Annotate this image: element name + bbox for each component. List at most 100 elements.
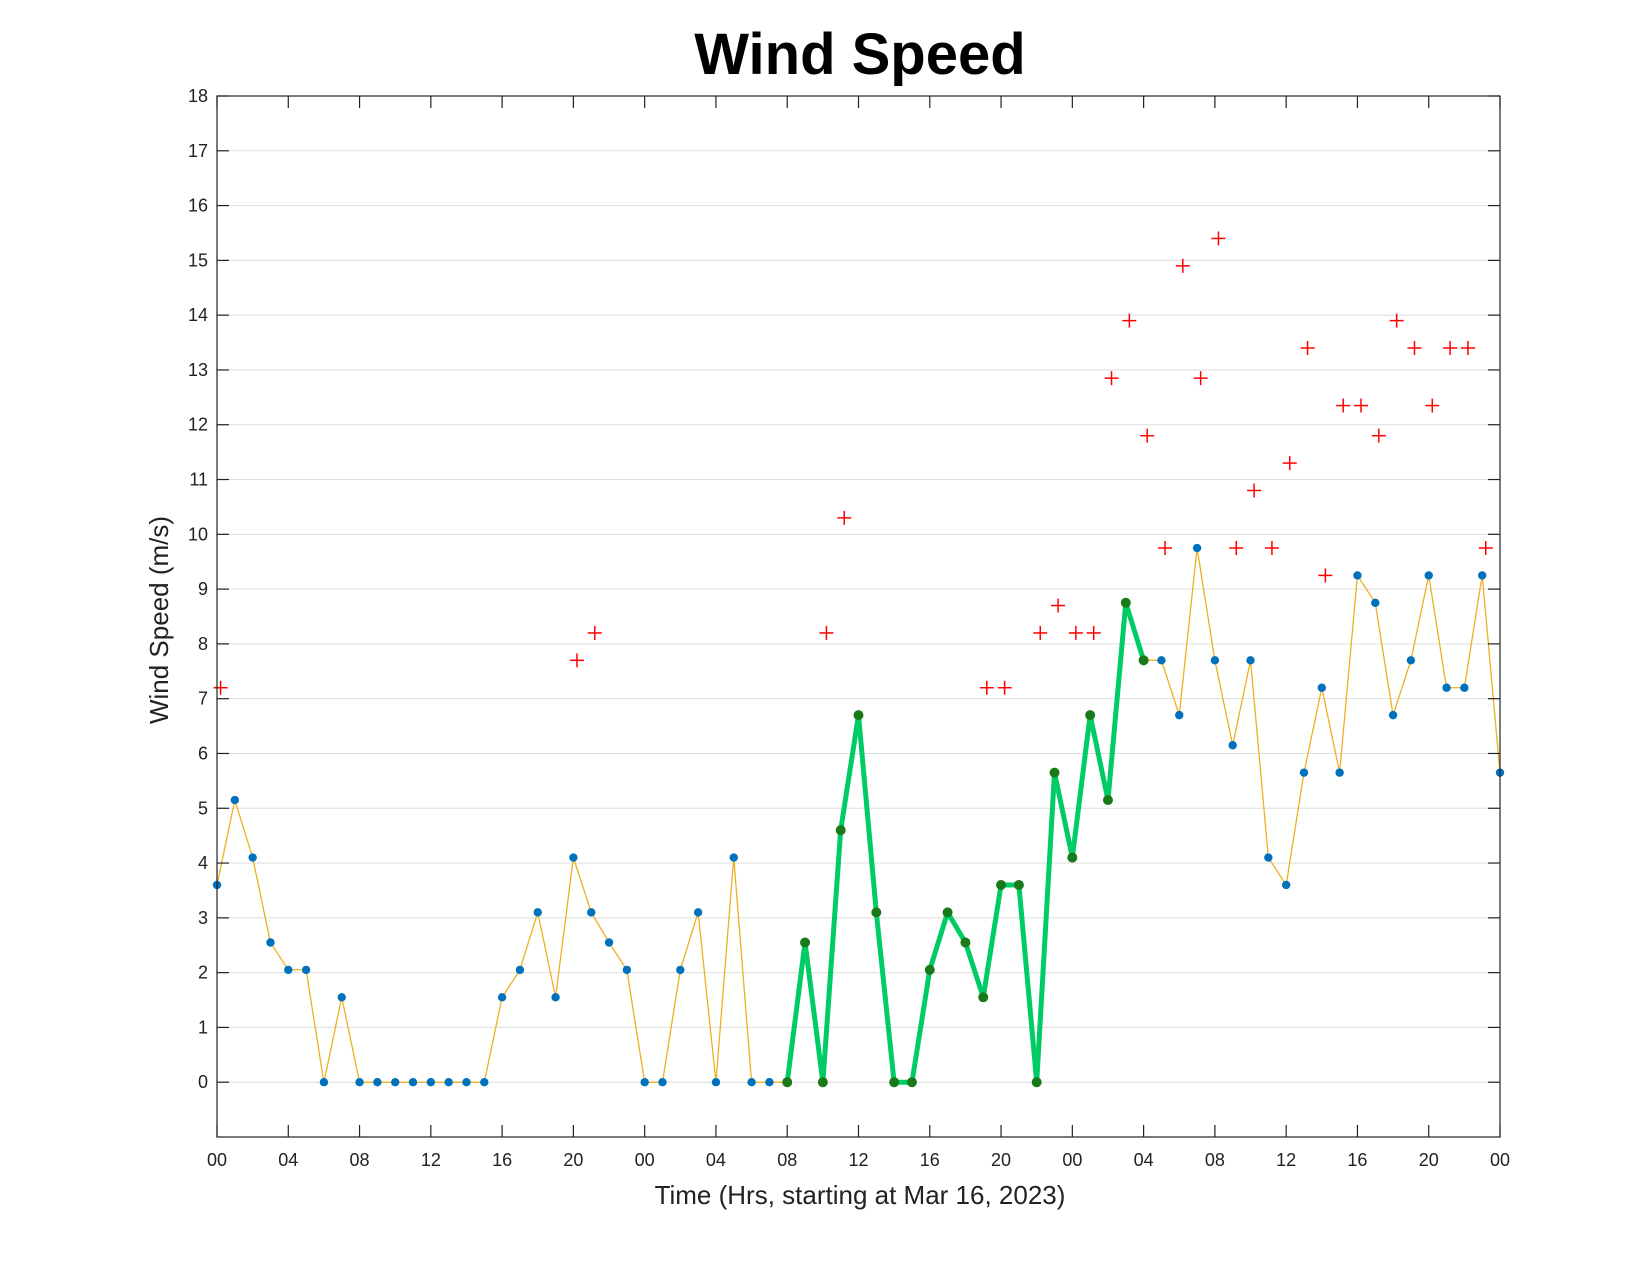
highlight-point (782, 1077, 793, 1088)
y-tick-label: 0 (198, 1072, 208, 1092)
gust-marker (1300, 341, 1315, 356)
highlight-point (1031, 1077, 1042, 1088)
main-series (212, 543, 1505, 1087)
data-point (1477, 571, 1487, 580)
gust-marker (1068, 625, 1083, 640)
data-point (1228, 741, 1237, 750)
data-point (533, 908, 542, 917)
gust-marker (213, 680, 228, 695)
y-tick-label: 8 (198, 634, 208, 654)
gust-marker (819, 625, 834, 640)
y-tick-label: 15 (188, 250, 208, 270)
x-tick-label: 04 (706, 1150, 726, 1170)
x-tick-label: 20 (991, 1150, 1011, 1170)
highlight-point (853, 710, 864, 721)
data-point (1353, 571, 1362, 580)
y-tick-label: 18 (188, 86, 208, 106)
data-point (480, 1078, 489, 1087)
data-point (497, 993, 507, 1002)
gust-marker (1033, 625, 1048, 640)
data-point (1406, 656, 1416, 665)
x-tick-label: 04 (1134, 1150, 1154, 1170)
data-point (551, 993, 560, 1002)
data-point (373, 1078, 382, 1087)
gust-marker (1211, 231, 1226, 246)
highlight-point (924, 964, 935, 975)
x-tick-label: 16 (492, 1150, 512, 1170)
y-axis-label: Wind Speed (m/s) (144, 516, 174, 724)
y-tick-label: 3 (198, 908, 208, 928)
data-point (1388, 710, 1398, 720)
data-point (1264, 853, 1273, 862)
data-point (1281, 880, 1291, 890)
highlight-point (817, 1077, 828, 1088)
x-tick-label: 12 (421, 1150, 441, 1170)
x-tick-label: 00 (635, 1150, 655, 1170)
data-point (676, 965, 685, 975)
x-axis-label: Time (Hrs, starting at Mar 16, 2023) (655, 1180, 1066, 1210)
data-point (765, 1078, 774, 1087)
data-point (1424, 571, 1433, 580)
gust-marker (1460, 341, 1475, 356)
gust-marker (1140, 428, 1155, 443)
x-tick-label: 12 (1276, 1150, 1296, 1170)
highlight-point (1120, 597, 1131, 608)
data-point (319, 1078, 329, 1087)
data-point (284, 965, 293, 975)
x-tick-label: 00 (207, 1150, 227, 1170)
gust-marker (1229, 541, 1244, 556)
data-point (747, 1078, 756, 1087)
gust-marker (1157, 541, 1172, 556)
data-point (355, 1078, 364, 1087)
gust-marker (1282, 456, 1297, 471)
highlight-point (1085, 710, 1096, 721)
data-point (337, 993, 346, 1002)
highlight-point (996, 879, 1007, 890)
highlight-point (978, 992, 989, 1003)
y-tick-label: 7 (198, 689, 208, 709)
gust-marker (1443, 341, 1458, 356)
gust-marker (1336, 398, 1351, 413)
highlight-point (800, 937, 811, 948)
x-tick-label: 16 (1347, 1150, 1367, 1170)
x-tick-label: 20 (1419, 1150, 1439, 1170)
data-point (569, 853, 578, 862)
gust-marker (1354, 398, 1369, 413)
highlight-point (1013, 879, 1024, 890)
data-point (604, 938, 614, 947)
y-tick-label: 16 (188, 196, 208, 216)
y-tick-label: 14 (188, 305, 208, 325)
data-point (622, 965, 632, 975)
highlight-point (942, 907, 953, 918)
gust-marker (569, 653, 584, 668)
highlight-series (782, 597, 1149, 1088)
gust-marker (1264, 541, 1279, 556)
data-point (658, 1078, 667, 1087)
y-tick-label: 11 (189, 470, 208, 490)
data-point (1442, 683, 1451, 692)
y-tick-label: 17 (188, 141, 208, 161)
data-point (729, 853, 738, 862)
gust-marker (1193, 371, 1208, 386)
data-point (1157, 656, 1166, 665)
gust-marker (587, 625, 602, 640)
gust-marker (1122, 313, 1137, 328)
gust-marker (1086, 625, 1101, 640)
y-tick-label: 9 (198, 579, 208, 599)
x-tick-label: 04 (278, 1150, 298, 1170)
gust-marker (1425, 398, 1440, 413)
highlight-point (835, 825, 846, 836)
gust-marker (1478, 541, 1493, 556)
series-line (216, 547, 1501, 1083)
highlight-point (871, 907, 882, 918)
data-point (693, 908, 703, 917)
gust-marker (997, 680, 1012, 695)
x-tick-label: 08 (777, 1150, 797, 1170)
data-point (1299, 768, 1309, 777)
highlight-point (906, 1077, 917, 1088)
highlight-point (1102, 795, 1113, 806)
data-point (390, 1078, 400, 1087)
data-point (301, 965, 311, 975)
